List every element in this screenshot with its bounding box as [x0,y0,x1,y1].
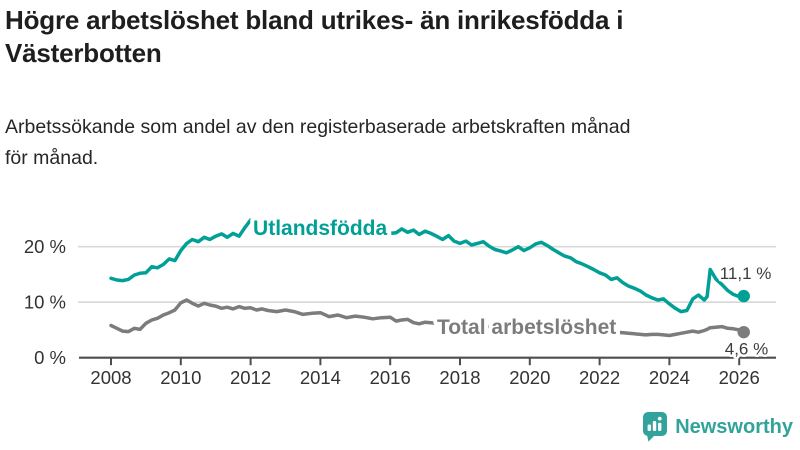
end-value-label-0: 11,1 % [720,264,772,283]
chart-title: Högre arbetslöshet bland utrikes- än inr… [5,5,624,68]
y-tick-label: 10 % [24,292,66,313]
end-value-label-1: 4,6 % [725,340,768,359]
y-tick-label: 0 % [34,347,66,368]
x-tick-label: 2010 [160,367,201,388]
x-tick-label: 2020 [509,367,550,388]
x-tick-label: 2018 [439,367,480,388]
newsworthy-logo: Newsworthy [642,412,793,442]
series-label-0: Utlandsfödda [253,217,387,240]
series-end-dot-1 [737,325,750,339]
x-tick-label: 2014 [300,367,341,388]
x-tick-label: 2024 [649,367,690,388]
x-tick-label: 2016 [370,367,411,388]
series-end-dot-0 [737,289,750,303]
x-tick-label: 2022 [579,367,620,388]
x-tick-label: 2008 [90,367,131,388]
series-line-1 [109,298,746,338]
series-line-0 [109,218,746,314]
x-tick-label: 2012 [230,367,271,388]
x-tick-label: 2026 [719,367,760,388]
chart-subtitle: Arbetssökande som andel av den registerb… [5,116,631,169]
newsworthy-logo-text: Newsworthy [675,415,793,438]
newsworthy-logo-icon [643,412,668,442]
y-tick-label: 20 % [24,236,66,257]
series-label-1: Total arbetslöshet [437,316,616,339]
